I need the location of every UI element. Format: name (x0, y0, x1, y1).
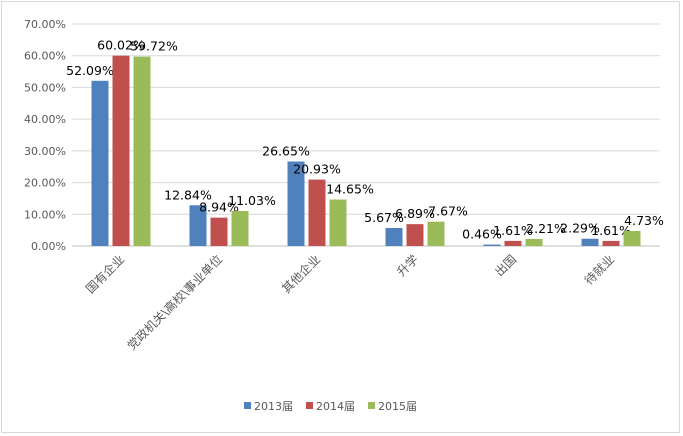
bar-2013届 (581, 238, 599, 246)
y-tick-label: 50.00% (24, 81, 66, 94)
bar-2015届 (623, 230, 641, 246)
y-tick-label: 20.00% (24, 177, 66, 190)
data-label: 7.67% (428, 204, 468, 219)
category-label: 党政机关\高校\事业单位 (124, 252, 225, 353)
data-label: 1.61% (591, 223, 631, 238)
category-label: 其他企业 (279, 252, 324, 297)
data-label: 12.84% (164, 187, 212, 202)
data-label: 4.73% (624, 213, 664, 228)
bar-2014届 (406, 224, 424, 246)
data-label: 60.02% (97, 38, 145, 53)
data-label: 0.46% (462, 227, 502, 242)
data-label: 26.65% (262, 143, 310, 158)
data-label: 20.93% (293, 162, 341, 177)
category-label: 升学 (394, 252, 422, 280)
bar-2014届 (602, 240, 620, 246)
data-label: 5.67% (364, 210, 404, 225)
category-label: 国有企业 (83, 252, 128, 297)
legend-label: 2013届 (254, 400, 293, 413)
legend-swatch (368, 402, 375, 409)
category-label: 出国 (492, 252, 519, 279)
bar-2014届 (210, 217, 228, 246)
bar-2013届 (483, 244, 501, 246)
data-label: 6.89% (395, 206, 435, 221)
data-label: 2.21% (526, 221, 566, 236)
bar-2015届 (133, 56, 151, 246)
bar-2015届 (329, 199, 347, 246)
bar-2014届 (112, 55, 130, 247)
bar-2013届 (287, 161, 305, 246)
data-label: 14.65% (326, 182, 374, 197)
data-label: 11.03% (228, 193, 276, 208)
data-label: 2.29% (560, 221, 600, 236)
bar-2013届 (91, 80, 109, 246)
legend-label: 2014届 (316, 400, 355, 413)
legend-label: 2015届 (378, 400, 417, 413)
y-tick-label: 0.00% (31, 240, 66, 253)
y-tick-label: 60.00% (24, 50, 66, 63)
legend-swatch (306, 402, 313, 409)
y-tick-label: 30.00% (24, 145, 66, 158)
data-label: 1.61% (493, 223, 533, 238)
legend-swatch (244, 402, 251, 409)
y-tick-label: 40.00% (24, 113, 66, 126)
bar-2013届 (385, 228, 403, 246)
y-tick-label: 70.00% (24, 18, 66, 31)
data-label: 52.09% (66, 63, 114, 78)
category-label: 待就业 (582, 252, 617, 287)
data-label: 8.94% (199, 200, 239, 215)
y-tick-label: 10.00% (24, 208, 66, 221)
bar-2015届 (525, 238, 543, 246)
bar-2015届 (427, 221, 445, 246)
data-label: 59.72% (130, 39, 178, 54)
bar-2015届 (231, 211, 249, 246)
bar-2014届 (504, 240, 522, 246)
bar-2014届 (308, 179, 326, 246)
bar-2013届 (189, 205, 207, 246)
